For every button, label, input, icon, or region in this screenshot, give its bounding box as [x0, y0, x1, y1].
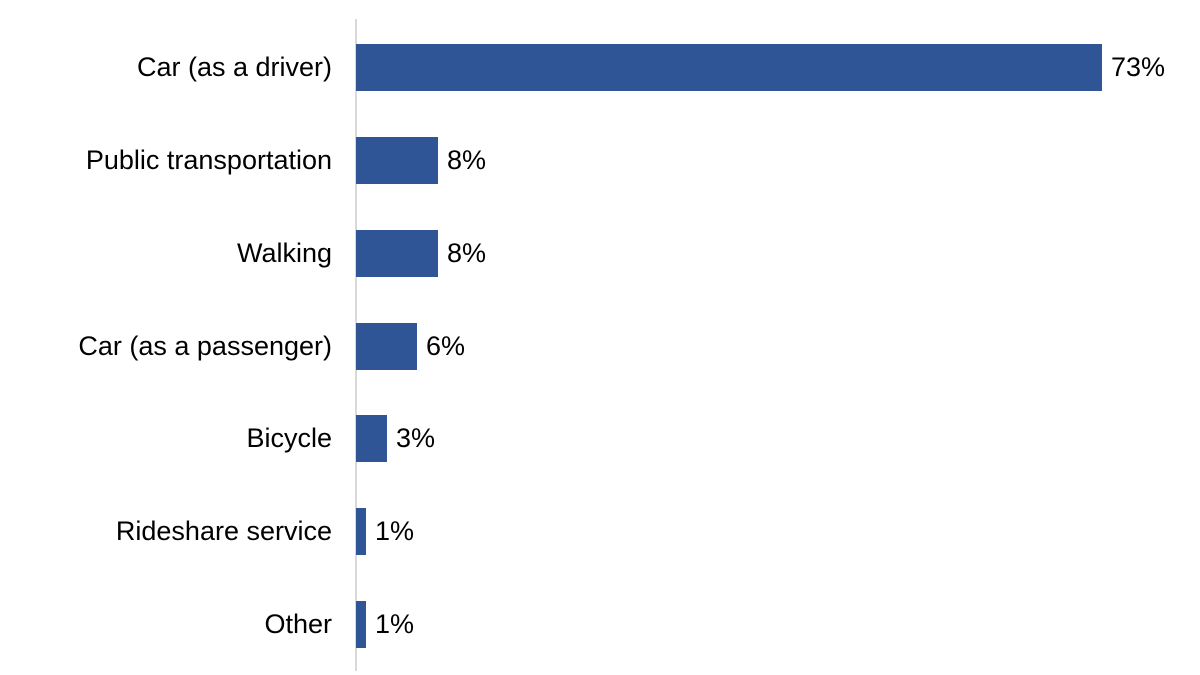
chart-row: Public transportation 8% [0, 114, 1200, 207]
bar [356, 322, 417, 370]
category-label: Car (as a passenger) [78, 330, 332, 361]
category-label: Walking [236, 237, 332, 268]
bar [356, 415, 387, 463]
value-label: 8% [447, 144, 487, 175]
chart-row: Rideshare service 1% [0, 485, 1200, 578]
bar [356, 508, 366, 556]
value-label: 1% [375, 609, 415, 640]
category-label: Bicycle [246, 423, 332, 454]
bar-track: 3% [356, 392, 1200, 485]
chart-row: Walking 8% [0, 207, 1200, 300]
plot-area: Car (as a driver) 73% Public transportatio… [0, 21, 1200, 671]
category-label: Other [264, 609, 332, 640]
value-label: 73% [1111, 51, 1166, 82]
category-label: Rideshare service [115, 516, 332, 547]
category-label: Car (as a driver) [136, 51, 332, 82]
value-label: 6% [426, 330, 466, 361]
chart-row: Car (as a passenger) 6% [0, 300, 1200, 393]
value-label: 8% [447, 237, 487, 268]
bar-track: 1% [356, 485, 1200, 578]
bar [356, 43, 1102, 91]
value-label: 1% [375, 516, 415, 547]
bar-track: 73% [356, 21, 1200, 114]
bar-track: 6% [356, 300, 1200, 393]
bar [356, 136, 438, 184]
bar-track: 1% [356, 578, 1200, 671]
bar [356, 601, 366, 649]
category-label: Public transportation [85, 144, 332, 175]
bar-track: 8% [356, 207, 1200, 300]
chart-row: Bicycle 3% [0, 392, 1200, 485]
chart-row: Other 1% [0, 578, 1200, 671]
chart-row: Car (as a driver) 73% [0, 21, 1200, 114]
value-label: 3% [396, 423, 436, 454]
bar-track: 8% [356, 114, 1200, 207]
bar [356, 229, 438, 277]
